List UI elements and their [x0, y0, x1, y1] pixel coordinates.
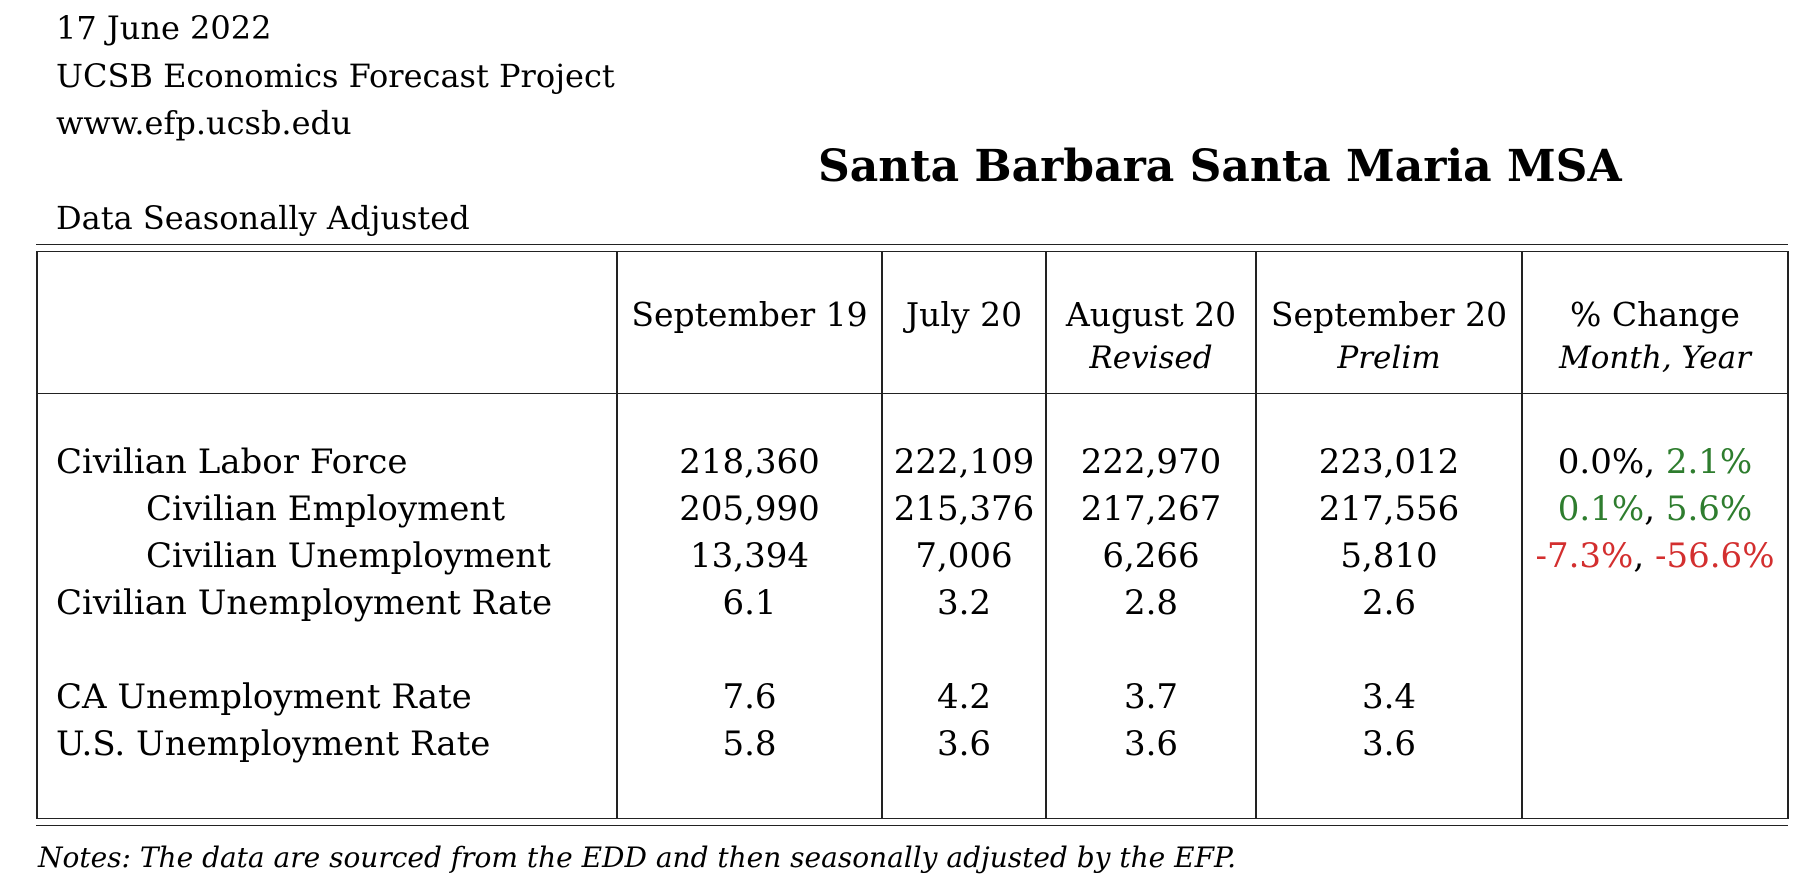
year-change-value: 2.1% [1665, 442, 1753, 482]
table-header-rule [36, 393, 1788, 394]
table-cell: 205,990 [679, 489, 820, 529]
month-change-value: -7.3% [1535, 536, 1634, 576]
table-cell: 3.6 [1123, 724, 1179, 764]
column-header-sublabel: Prelim [1337, 340, 1441, 376]
pct-change-cell: 0.0%, 2.1% [1523, 442, 1787, 482]
table-cell: 7,006 [915, 536, 1013, 576]
row-label: CA Unemployment Rate [56, 677, 472, 717]
column-header-pct-change: % Change Month, Year [1523, 295, 1787, 381]
table-cell: 222,109 [893, 442, 1035, 482]
page-title: Santa Barbara Santa Maria MSA [818, 141, 1622, 192]
column-header-sep20: September 20 Prelim [1257, 295, 1521, 381]
table-cell: 3.7 [1123, 677, 1179, 717]
month-change-value: 0.0% [1557, 442, 1645, 482]
table-cell: 3.6 [936, 724, 992, 764]
table-cell: 3.6 [1361, 724, 1417, 764]
table-cell: 217,556 [1318, 489, 1460, 529]
column-header-jul20: July 20 [883, 295, 1045, 335]
table-cell: 222,970 [1080, 442, 1222, 482]
column-header-label: July 20 [905, 295, 1023, 334]
table-cell: 4.2 [936, 677, 992, 717]
table-bottom-rule [36, 825, 1788, 826]
column-divider [1255, 251, 1257, 819]
website-url: www.efp.ucsb.edu [56, 104, 352, 142]
table-cell: 215,376 [893, 489, 1035, 529]
column-header-sublabel: Month, Year [1559, 340, 1751, 376]
pct-change-cell: 0.1%, 5.6% [1523, 489, 1787, 529]
row-label: Civilian Labor Force [56, 442, 408, 482]
column-divider [881, 251, 883, 819]
table-cell: 7.6 [722, 677, 777, 717]
change-separator: , [1633, 536, 1655, 576]
row-label: Civilian Employment [146, 489, 505, 529]
month-change-value: 0.1% [1557, 489, 1645, 529]
column-header-label: September 19 [631, 295, 868, 334]
column-header-sep19: September 19 [618, 295, 881, 335]
table-left-border [36, 251, 38, 819]
change-separator: , [1644, 442, 1666, 482]
data-note-subtitle: Data Seasonally Adjusted [56, 199, 470, 237]
organization-name: UCSB Economics Forecast Project [56, 57, 615, 95]
table-cell: 3.2 [936, 583, 992, 623]
table-right-border [1787, 251, 1789, 819]
table-cell: 5.8 [722, 724, 777, 764]
column-header-sublabel: Revised [1089, 340, 1213, 376]
table-cell: 13,394 [690, 536, 809, 576]
footnote: Notes: The data are sourced from the EDD… [38, 841, 1237, 874]
column-divider [1045, 251, 1047, 819]
table-cell: 2.8 [1123, 583, 1179, 623]
column-divider [616, 251, 618, 819]
column-header-label: August 20 [1065, 295, 1237, 334]
table-cell: 217,267 [1080, 489, 1222, 529]
change-separator: , [1644, 489, 1666, 529]
column-divider [1521, 251, 1523, 819]
column-header-label: % Change [1570, 295, 1740, 334]
year-change-value: 5.6% [1665, 489, 1753, 529]
table-cell: 223,012 [1318, 442, 1460, 482]
table-cell: 3.4 [1361, 677, 1417, 717]
table-cell: 6.1 [722, 583, 777, 623]
table-top-rule [36, 244, 1788, 245]
table-cell: 5,810 [1340, 536, 1438, 576]
row-label: Civilian Unemployment Rate [56, 583, 553, 623]
table-cell: 6,266 [1102, 536, 1200, 576]
report-date: 17 June 2022 [56, 9, 272, 47]
pct-change-cell: -7.3%, -56.6% [1523, 536, 1787, 576]
table-cell: 2.6 [1361, 583, 1417, 623]
table-top-rule-inner [36, 251, 1788, 252]
table-bottom-rule-inner [36, 818, 1788, 819]
row-label: U.S. Unemployment Rate [56, 724, 491, 764]
year-change-value: -56.6% [1655, 536, 1775, 576]
row-label: Civilian Unemployment [146, 536, 551, 576]
column-header-label: September 20 [1270, 295, 1508, 334]
table-cell: 218,360 [679, 442, 820, 482]
column-header-aug20: August 20 Revised [1047, 295, 1255, 381]
